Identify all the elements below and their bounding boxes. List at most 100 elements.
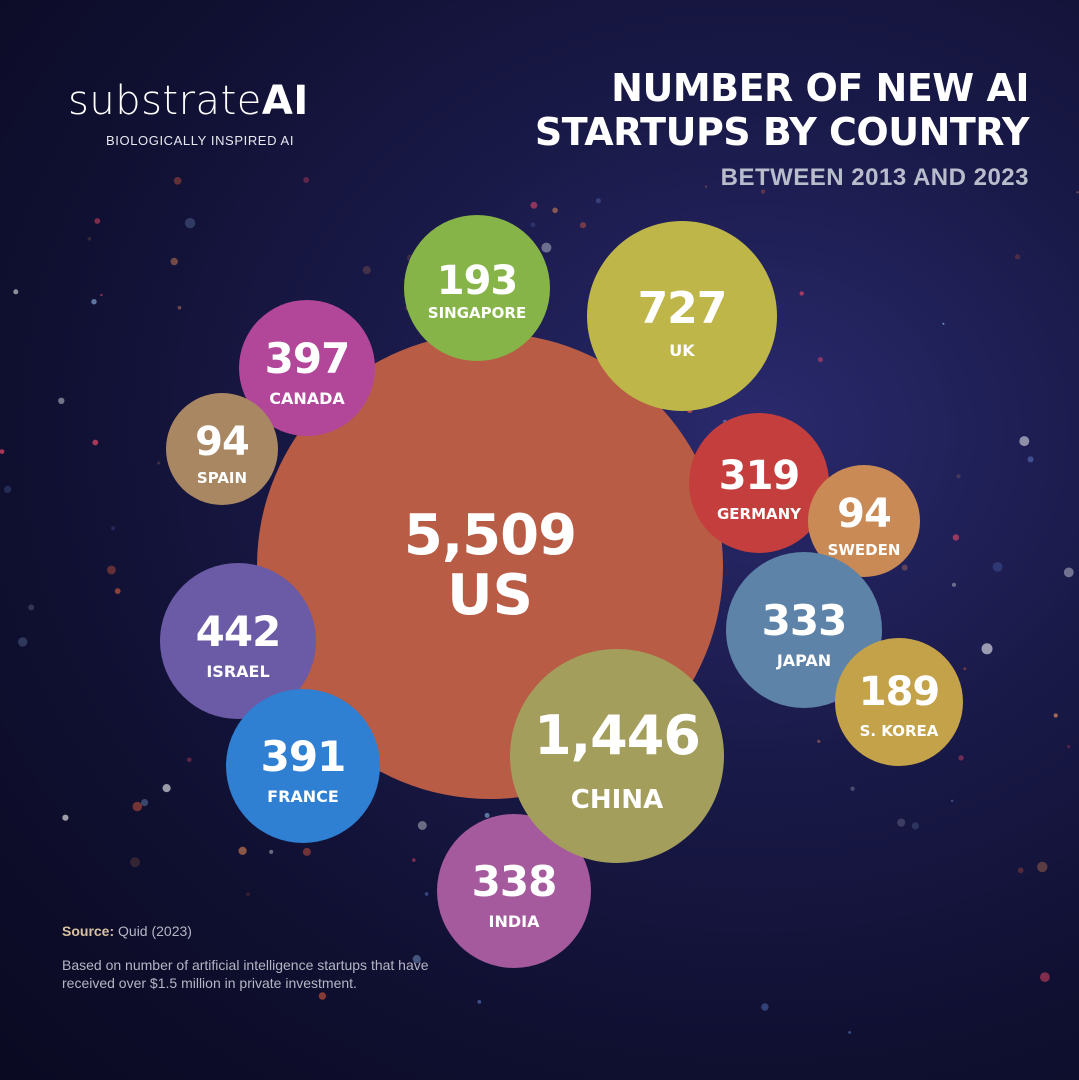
country-label-china: CHINA <box>571 785 663 815</box>
bokeh-dot <box>1063 567 1074 578</box>
bokeh-dot <box>132 801 143 812</box>
bokeh-dot <box>761 189 766 194</box>
bubble-circle-sweden <box>808 465 920 577</box>
bokeh-dot <box>799 291 804 296</box>
country-label-us: US <box>447 563 533 628</box>
description-note: Based on number of artificial intelligen… <box>62 957 429 991</box>
bokeh-dot <box>942 322 945 325</box>
bokeh-dot <box>530 201 538 209</box>
country-label-s-korea: S. KOREA <box>860 722 939 740</box>
bubble-spain: 94 SPAIN <box>166 393 278 505</box>
bokeh-dot <box>705 185 708 188</box>
bokeh-dot <box>952 534 960 541</box>
value-label-canada: 397 <box>265 334 350 383</box>
country-label-singapore: SINGAPORE <box>428 304 526 322</box>
chart-title-line-2: STARTUPS BY COUNTRY <box>534 110 1030 154</box>
bokeh-dot <box>13 289 19 295</box>
bokeh-dot <box>412 858 416 862</box>
bokeh-dot <box>58 397 65 404</box>
bokeh-dot <box>1019 436 1030 447</box>
country-label-india: INDIA <box>489 912 541 931</box>
bokeh-dot <box>552 207 558 214</box>
bubble-circle-israel <box>160 563 316 719</box>
bubble-circle-canada <box>239 300 375 436</box>
bokeh-dot <box>28 604 35 611</box>
bokeh-dot <box>238 846 247 856</box>
bokeh-dot <box>897 818 906 827</box>
bubble-circle-s-korea <box>835 638 963 766</box>
bokeh-dot <box>170 257 178 266</box>
bubble-canada: 397 CANADA <box>239 300 375 436</box>
bokeh-dot <box>18 637 28 647</box>
bokeh-dot <box>303 177 310 183</box>
bokeh-dot <box>1076 191 1079 194</box>
bokeh-dot <box>4 485 12 493</box>
value-label-sweden: 94 <box>837 491 891 537</box>
bokeh-dot <box>1037 861 1048 873</box>
bokeh-dot <box>111 526 116 531</box>
bokeh-dot <box>157 461 161 465</box>
brand-tagline: BIOLOGICALLY INSPIRED AI <box>106 133 295 148</box>
bubble-circle-china <box>510 649 724 863</box>
bokeh-dot <box>848 1031 852 1034</box>
bokeh-dot <box>412 955 421 964</box>
value-label-uk: 727 <box>638 283 727 334</box>
value-label-spain: 94 <box>195 419 249 465</box>
chart-title-line-1: NUMBER OF NEW AI <box>611 66 1029 110</box>
bokeh-dot <box>424 892 429 896</box>
bokeh-dot <box>302 847 311 856</box>
value-label-japan: 333 <box>762 596 847 645</box>
bokeh-dot <box>981 643 993 655</box>
country-label-france: FRANCE <box>267 787 339 806</box>
bokeh-dot <box>992 562 1003 572</box>
bubble-circle-singapore <box>404 215 550 361</box>
bokeh-dot <box>817 357 824 363</box>
bokeh-dot <box>87 237 92 241</box>
bokeh-dot <box>92 439 99 446</box>
country-label-sweden: SWEDEN <box>828 541 901 559</box>
bokeh-dot <box>94 218 101 224</box>
bubble-sweden: 94 SWEDEN <box>808 465 920 577</box>
bubble-circle-spain <box>166 393 278 505</box>
bokeh-dot <box>318 992 327 1000</box>
bokeh-dot <box>530 222 536 228</box>
bokeh-dot <box>177 305 182 310</box>
bokeh-dot <box>595 198 601 204</box>
bokeh-dot <box>911 822 920 830</box>
bokeh-dot <box>951 582 957 587</box>
bokeh-dot <box>963 667 967 671</box>
country-label-japan: JAPAN <box>776 651 831 670</box>
bokeh-dot <box>956 474 961 479</box>
bokeh-dot <box>162 784 171 793</box>
bokeh-dot <box>484 812 490 818</box>
value-label-france: 391 <box>261 732 346 781</box>
bokeh-dot <box>246 892 250 897</box>
bubble-china: 1,446 CHINA <box>510 649 724 863</box>
source-label: Source: <box>62 923 115 939</box>
bubble-s-korea: 189 S. KOREA <box>835 638 963 766</box>
source-note: Source: Quid (2023) <box>62 922 192 940</box>
chart-title: NUMBER OF NEW AI STARTUPS BY COUNTRY <box>534 66 1030 154</box>
bokeh-dot <box>1040 972 1050 982</box>
brand-name: substrateAI <box>68 78 309 124</box>
bokeh-dot <box>62 814 69 821</box>
country-label-germany: GERMANY <box>717 505 802 523</box>
brand-logo: substrateAI <box>68 78 309 124</box>
bokeh-dot <box>901 564 908 571</box>
bokeh-dot <box>579 222 587 229</box>
bokeh-dot <box>0 449 5 454</box>
bokeh-dot <box>173 177 182 185</box>
bokeh-dot <box>187 757 192 762</box>
bubble-circle-japan <box>726 552 882 708</box>
bokeh-dot <box>1015 254 1021 260</box>
value-label-india: 338 <box>472 857 557 906</box>
source-value: Quid (2023) <box>118 923 192 939</box>
value-label-us: 5,509 <box>404 503 576 568</box>
bubble-circle-germany <box>689 413 829 553</box>
bokeh-dot <box>1017 867 1024 874</box>
bubble-uk: 727 UK <box>587 221 777 411</box>
brand-name-main: substrate <box>68 78 262 124</box>
value-label-s-korea: 189 <box>859 669 940 715</box>
